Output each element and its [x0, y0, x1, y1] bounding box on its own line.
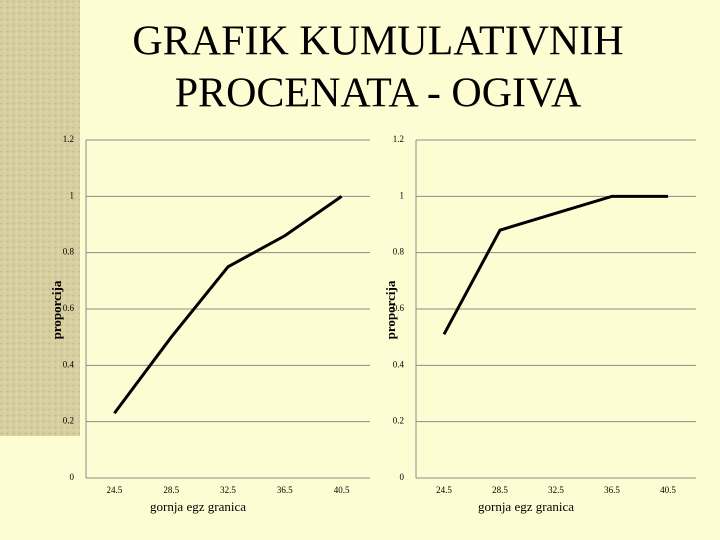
x-axis-label: gornja egz granica: [150, 499, 246, 514]
x-axis-label: gornja egz granica: [478, 499, 574, 514]
x-tick-label: 24.5: [107, 485, 123, 495]
y-tick-label: 0.2: [63, 416, 74, 426]
y-tick-label: 0.8: [393, 247, 405, 257]
x-tick-label: 40.5: [660, 485, 676, 495]
slide-title: GRAFIK KUMULATIVNIH: [132, 19, 623, 65]
y-tick-label: 0.6: [393, 303, 405, 313]
x-tick-label: 32.5: [548, 485, 564, 495]
y-tick-label: 0.6: [63, 303, 75, 313]
line: [442, 194, 668, 336]
x-tick-label: 28.5: [163, 485, 179, 495]
y-tick-label: 1.2: [63, 134, 74, 144]
x-tick-label: 28.5: [492, 485, 508, 495]
slide-title: PROCENATA - OGIVA: [175, 71, 582, 117]
y-tick-label: 1.2: [393, 134, 404, 144]
y-tick-label: 0: [400, 472, 405, 482]
line: [113, 195, 343, 415]
y-axis-label: proporcija: [383, 280, 398, 339]
y-tick-label: 1: [70, 190, 75, 200]
x-tick-label: 24.5: [436, 485, 452, 495]
x-tick-label: 40.5: [334, 485, 350, 495]
y-tick-label: 1: [400, 190, 405, 200]
x-tick-label: 36.5: [604, 485, 620, 495]
y-axis-label: proporcija: [49, 280, 64, 339]
y-tick-label: 0.2: [393, 416, 404, 426]
y-tick-label: 0.8: [63, 247, 75, 257]
y-tick-label: 0: [70, 472, 75, 482]
y-tick-label: 0.4: [63, 359, 75, 369]
x-tick-label: 36.5: [277, 485, 293, 495]
x-tick-label: 32.5: [220, 485, 236, 495]
y-tick-label: 0.4: [393, 359, 405, 369]
texture-strip: [0, 0, 80, 436]
